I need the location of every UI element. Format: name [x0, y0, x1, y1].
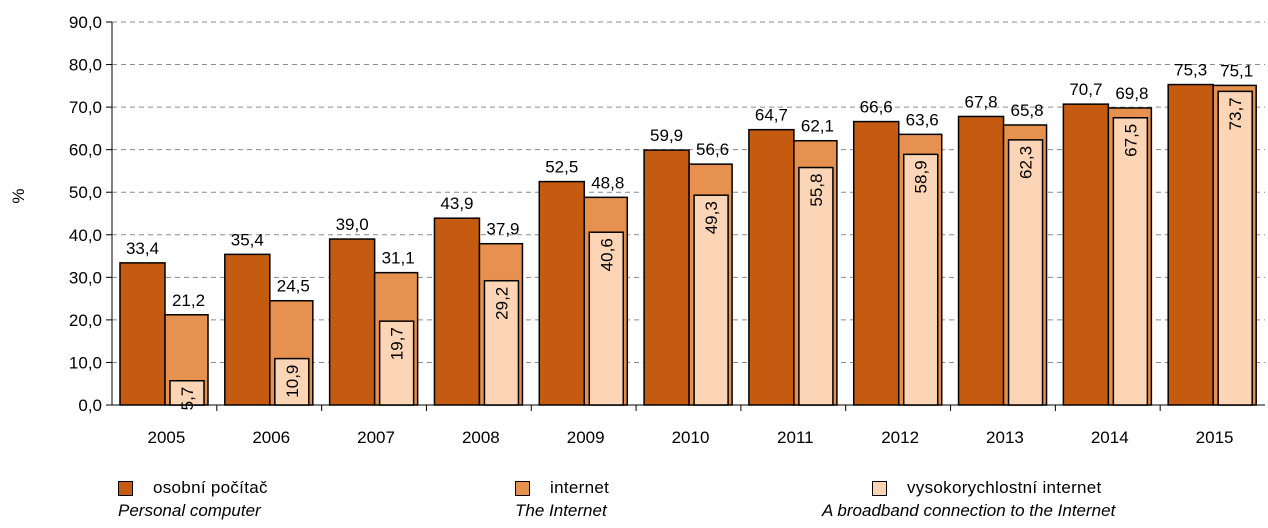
data-label-personal-computer: 52,5	[545, 158, 578, 177]
legend-internet: internet The Internet	[515, 478, 609, 521]
y-tick-label: 20,0	[69, 311, 102, 330]
x-tick-label: 2010	[672, 428, 710, 447]
legend-sublabel-internet: The Internet	[515, 501, 607, 520]
data-label-personal-computer: 70,7	[1069, 80, 1102, 99]
bar-broadband	[1217, 90, 1253, 406]
data-label-internet: 24,5	[277, 277, 310, 296]
bar-broadband	[483, 279, 520, 406]
bar-broadband	[1112, 117, 1149, 406]
data-label-broadband: 29,2	[492, 287, 511, 320]
x-tick-label: 2008	[462, 428, 500, 447]
bar-broadband	[693, 194, 729, 406]
data-label-internet: 62,1	[801, 117, 834, 136]
bar-personal-computer	[1167, 83, 1214, 406]
data-label-personal-computer: 43,9	[440, 194, 473, 213]
legend-label-personal-computer: osobní počítač	[153, 478, 268, 497]
y-axis-title: %	[9, 188, 28, 203]
data-label-personal-computer: 39,0	[336, 215, 369, 234]
legend-sublabel-personal-computer: Personal computer	[118, 501, 261, 520]
bar-personal-computer	[433, 217, 481, 406]
legend-label-broadband: vysokorychlostní internet	[907, 478, 1102, 497]
bar-personal-computer	[852, 120, 900, 406]
data-label-internet: 56,6	[696, 140, 729, 159]
bar-personal-computer	[119, 262, 166, 406]
data-label-personal-computer: 66,6	[860, 98, 893, 117]
bar-broadband	[274, 357, 310, 406]
data-label-broadband: 55,8	[807, 174, 826, 207]
data-label-internet: 21,2	[172, 291, 205, 310]
legend-personal-computer: osobní počítač Personal computer	[118, 478, 268, 521]
bar-chart: 0,010,020,030,040,050,060,070,080,090,0 …	[9, 13, 1265, 447]
legend-sublabel-broadband: A broadband connection to the Internet	[822, 501, 1116, 520]
x-tick-label: 2013	[986, 428, 1024, 447]
y-tick-label: 90,0	[69, 13, 102, 32]
data-label-broadband: 67,5	[1121, 124, 1140, 157]
data-label-personal-computer: 64,7	[755, 106, 788, 125]
y-tick-label: 60,0	[69, 141, 102, 160]
bars	[119, 83, 1257, 406]
data-label-broadband: 62,3	[1017, 146, 1036, 179]
legend-swatch-broadband	[872, 480, 887, 496]
bar-broadband	[169, 379, 205, 406]
data-label-broadband: 5,7	[178, 387, 197, 411]
bar-personal-computer	[1062, 103, 1110, 406]
x-tick-label: 2015	[1196, 428, 1234, 447]
data-labels: 33,4 21,2 5,7 35,4 24,5 10,9 39,0 31,1 19,7 43,9 3…	[126, 61, 1253, 411]
legend-label-internet: internet	[550, 478, 610, 497]
data-label-personal-computer: 33,4	[126, 239, 159, 258]
data-label-internet: 48,8	[591, 173, 624, 192]
data-label-personal-computer: 59,9	[650, 126, 683, 145]
y-tick-label: 10,0	[69, 353, 102, 372]
bar-personal-computer	[328, 238, 376, 406]
x-tick-label: 2007	[357, 428, 395, 447]
data-label-internet: 31,1	[382, 249, 415, 268]
x-tick-label: 2009	[567, 428, 605, 447]
y-tick-label: 40,0	[69, 226, 102, 245]
bar-personal-computer	[224, 253, 271, 406]
legend-swatch-personal-computer	[118, 480, 133, 496]
data-label-broadband: 40,6	[597, 238, 616, 271]
x-tick-label: 2012	[881, 428, 919, 447]
bar-personal-computer	[538, 180, 586, 406]
bar-broadband	[902, 153, 939, 406]
y-axis: 0,0 10,0 20,0 30,0 40,0 50,0 60,0 70,0 80,0 90,0	[69, 13, 113, 415]
x-tick-label: 2011	[777, 428, 814, 447]
data-label-internet: 63,6	[906, 110, 939, 129]
data-label-internet: 65,8	[1010, 101, 1043, 120]
legend-swatch-internet	[515, 480, 530, 496]
data-label-internet: 75,1	[1220, 61, 1253, 80]
x-tick-label: 2005	[147, 428, 185, 447]
bar-personal-computer	[643, 149, 690, 406]
data-label-personal-computer: 75,3	[1174, 61, 1207, 80]
data-label-broadband: 19,7	[388, 327, 407, 360]
y-tick-label: 50,0	[69, 183, 102, 202]
legend-broadband: vysokorychlostní internet A broadband co…	[822, 478, 1115, 521]
bar-personal-computer	[957, 115, 1005, 406]
y-tick-label: 80,0	[69, 56, 102, 75]
bar-broadband	[798, 166, 834, 406]
y-tick-label: 70,0	[69, 98, 102, 117]
y-tick-label: 30,0	[69, 268, 102, 287]
x-tick-label: 2014	[1091, 428, 1129, 447]
data-label-broadband: 49,3	[702, 201, 721, 234]
data-label-personal-computer: 35,4	[231, 230, 264, 249]
bar-broadband	[378, 320, 415, 406]
bar-personal-computer	[748, 128, 795, 406]
data-label-personal-computer: 67,8	[964, 92, 997, 111]
data-label-internet: 69,8	[1115, 84, 1148, 103]
x-tick-label: 2006	[252, 428, 290, 447]
data-label-broadband: 10,9	[283, 365, 302, 398]
data-label-broadband: 73,7	[1226, 97, 1245, 130]
data-label-internet: 37,9	[486, 220, 519, 239]
y-tick-label: 0,0	[78, 396, 102, 415]
data-label-broadband: 58,9	[912, 160, 931, 193]
x-axis: 2005 2006 2007 2008 2009 2010 2011 2012 2013 2014…	[112, 404, 1265, 447]
